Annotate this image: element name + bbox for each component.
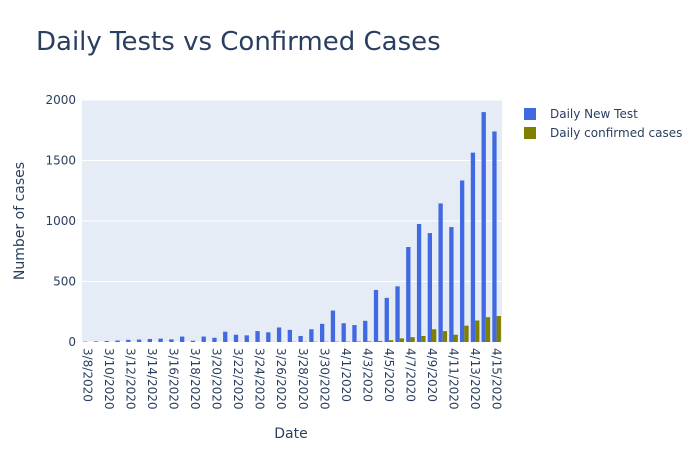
bar [136, 339, 142, 342]
bar [244, 335, 249, 342]
bar [126, 339, 131, 342]
bar [384, 297, 389, 342]
x-tick-label: 4/1/2020 [339, 348, 353, 402]
bar [481, 112, 486, 342]
bar [115, 340, 120, 342]
bar [475, 320, 480, 342]
bar [298, 335, 303, 342]
legend-swatch [524, 127, 536, 139]
legend: Daily New Test Daily confirmed cases [524, 107, 682, 140]
bar [496, 315, 501, 342]
x-tick-label: 3/26/2020 [274, 348, 288, 410]
bar [378, 341, 383, 342]
x-axis-title: Date [274, 426, 307, 442]
x-tick-label: 3/28/2020 [296, 348, 310, 410]
bar [432, 329, 437, 342]
bar [410, 337, 415, 342]
bar [464, 325, 469, 342]
bar [330, 310, 336, 342]
x-tick-label: 3/24/2020 [253, 348, 267, 410]
bar [158, 338, 163, 342]
bar [470, 152, 476, 342]
x-tick-label: 4/5/2020 [382, 348, 396, 402]
legend-label: Daily New Test [550, 107, 638, 121]
bar [485, 317, 491, 342]
y-tick-label: 1500 [45, 154, 76, 168]
legend-label: Daily confirmed cases [550, 126, 682, 140]
x-tick-label: 4/15/2020 [490, 348, 504, 410]
bar [399, 338, 404, 342]
x-tick-label: 3/12/2020 [123, 348, 137, 410]
bar [460, 180, 465, 342]
bar [388, 340, 394, 342]
x-tick-label: 3/16/2020 [167, 348, 181, 410]
x-tick-label: 4/13/2020 [468, 348, 482, 410]
y-tick-label: 2000 [45, 93, 76, 107]
y-tick-label: 1000 [45, 214, 76, 228]
bar [406, 247, 411, 342]
x-tick-label: 4/11/2020 [447, 348, 461, 410]
bar [492, 131, 497, 342]
bar [416, 224, 422, 342]
y-axis-title: Number of cases [12, 162, 28, 280]
y-tick-label: 0 [68, 335, 76, 349]
x-tick-label: 4/3/2020 [360, 348, 374, 402]
bar [395, 286, 400, 342]
bar [421, 335, 426, 342]
bars [83, 112, 501, 342]
x-tick-label: 3/10/2020 [102, 348, 116, 410]
bar [341, 323, 346, 342]
bar [190, 340, 196, 342]
bar [104, 341, 109, 342]
bar [352, 325, 357, 342]
bar [438, 203, 443, 342]
bar [201, 336, 206, 342]
bar [93, 341, 99, 342]
bar [449, 227, 454, 342]
bar [367, 341, 372, 342]
x-tick-label: 3/18/2020 [188, 348, 202, 410]
bar [212, 337, 217, 342]
x-tick-label: 4/9/2020 [425, 348, 439, 402]
chart-title: Daily Tests vs Confirmed Cases [36, 27, 441, 57]
grid: 0 500 1000 1500 2000 3/8/2020 3/10/2020 3/12/20… [45, 93, 503, 410]
bar [255, 331, 260, 342]
legend-swatch [524, 108, 536, 120]
bar [276, 327, 282, 342]
x-tick-label: 3/8/2020 [80, 348, 94, 402]
bar [169, 339, 174, 342]
bar [147, 338, 152, 342]
bar [309, 329, 314, 342]
y-tick-label: 500 [53, 275, 76, 289]
x-tick-label: 3/30/2020 [317, 348, 331, 410]
bar [180, 336, 185, 342]
x-tick-label: 3/14/2020 [145, 348, 159, 410]
bar [223, 331, 228, 342]
bar [373, 289, 379, 342]
bar [453, 334, 458, 342]
bar [427, 233, 432, 342]
bar [287, 329, 292, 342]
bar [320, 323, 325, 342]
bar [442, 331, 448, 342]
x-tick-label: 3/22/2020 [231, 348, 245, 410]
bar [363, 320, 368, 342]
x-tick-label: 4/7/2020 [403, 348, 417, 402]
x-tick-label: 3/20/2020 [210, 348, 224, 410]
bar [266, 332, 271, 342]
bar [233, 334, 239, 342]
